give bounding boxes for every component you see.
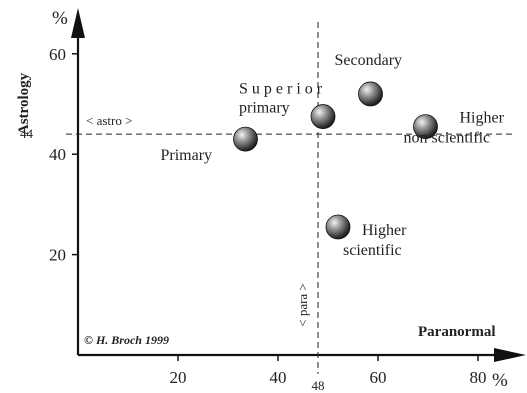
x-axis-ticks: 20 40 60 80 bbox=[170, 355, 487, 387]
point-label: scientific bbox=[343, 242, 402, 259]
data-point bbox=[310, 104, 336, 129]
point-label: Higher bbox=[460, 110, 505, 127]
point-label: Primary bbox=[161, 147, 213, 164]
astro-reference-label: < astro > bbox=[86, 113, 132, 128]
y-tick-label: 20 bbox=[49, 246, 66, 265]
data-points bbox=[233, 81, 438, 240]
x-axis-unit: % bbox=[492, 370, 508, 391]
x-tick-label: 20 bbox=[170, 368, 187, 387]
y-axis-ticks: 20 40 60 bbox=[49, 45, 78, 265]
para-reference-label: < para > bbox=[295, 283, 310, 327]
copyright-credit: © H. Broch 1999 bbox=[84, 333, 169, 347]
y-axis-arrow bbox=[71, 8, 85, 38]
data-point bbox=[413, 114, 438, 139]
point-label: primary bbox=[239, 100, 290, 117]
point-label: Secondary bbox=[335, 52, 403, 69]
y-tick-label: 60 bbox=[49, 45, 66, 64]
point-label: non scientific bbox=[404, 130, 491, 147]
y-tick-label: 40 bbox=[49, 145, 66, 164]
x-tick-label: 60 bbox=[370, 368, 387, 387]
point-label: Higher bbox=[362, 222, 407, 239]
y-axis-title: Astrology bbox=[16, 72, 32, 135]
x-axis-arrow bbox=[494, 348, 526, 362]
data-point bbox=[358, 81, 383, 107]
y-axis-unit: % bbox=[52, 8, 68, 29]
data-point bbox=[325, 214, 351, 240]
point-labels: Primary S u p e r i o r primary Secondary Hi… bbox=[161, 52, 505, 259]
data-point bbox=[233, 126, 258, 152]
x-axis-title: Paranormal bbox=[418, 324, 495, 340]
x-tick-label: 80 bbox=[470, 368, 487, 387]
para-reference-value: 48 bbox=[312, 378, 325, 393]
astro-reference-value: 44 bbox=[20, 126, 34, 141]
point-label: S u p e r i o r bbox=[239, 81, 323, 98]
x-tick-label: 40 bbox=[270, 368, 287, 387]
